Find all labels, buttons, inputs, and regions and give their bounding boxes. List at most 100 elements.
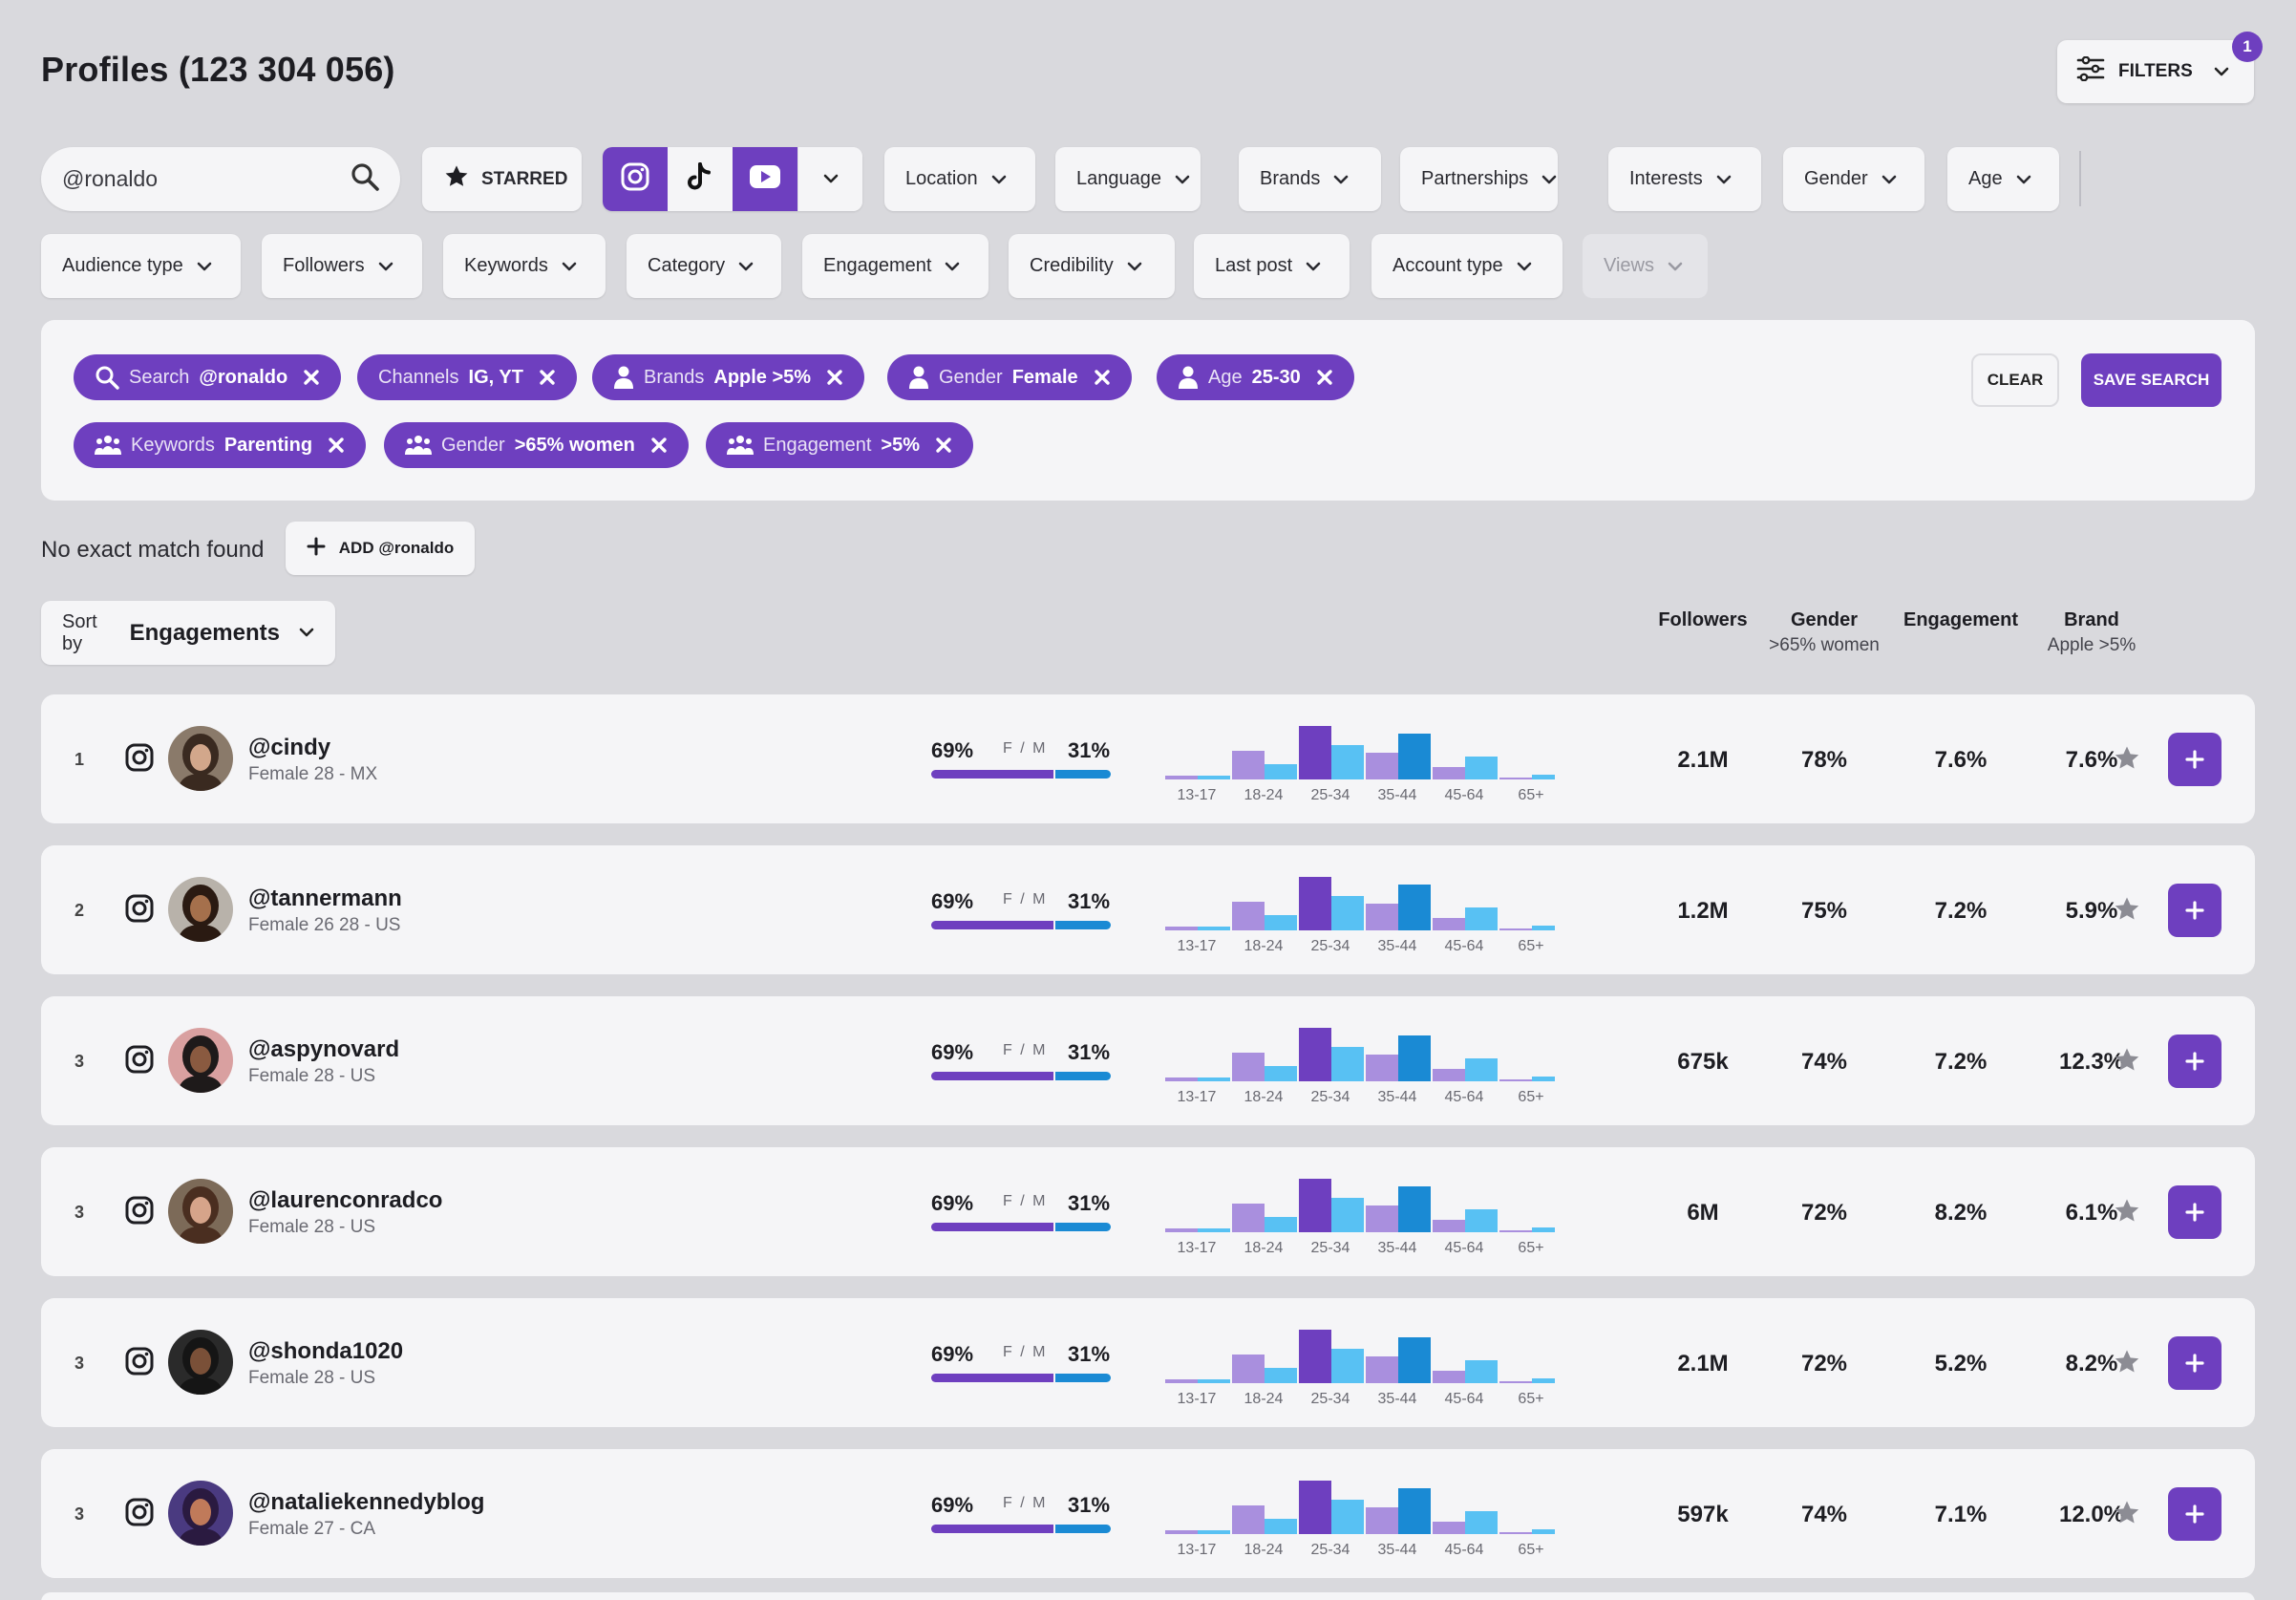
star-icon[interactable] (2113, 1348, 2141, 1381)
profile-handle[interactable]: @laurenconradco (248, 1187, 443, 1213)
star-icon[interactable] (2113, 1046, 2141, 1079)
filter-chip-gender[interactable]: Gender Female (887, 354, 1132, 400)
add-to-list-button[interactable] (2168, 1035, 2222, 1088)
filter-chip-age[interactable]: Age 25-30 (1157, 354, 1354, 400)
column-header-gender[interactable]: Gender >65% women (1767, 609, 1881, 656)
filter-chip-channels[interactable]: Channels IG, YT (357, 354, 577, 400)
profile-row[interactable]: 1 @cindy Female 28 - MX 69% F / M 31% 13-17 18-… (41, 694, 2255, 823)
chevron-down-icon (1517, 255, 1532, 277)
avatar[interactable] (168, 1179, 233, 1244)
filter-dropdown-engagement[interactable]: Engagement (802, 234, 989, 298)
gender-split-label: F / M (1003, 1042, 1048, 1058)
search-input[interactable]: @ronaldo (41, 147, 400, 211)
clear-button[interactable]: CLEAR (1971, 353, 2059, 407)
filter-chip-gender[interactable]: Gender >65% women (384, 422, 689, 468)
add-to-list-button[interactable] (2168, 1487, 2222, 1541)
profile-handle[interactable]: @shonda1020 (248, 1338, 404, 1364)
filter-dropdown-label: Brands (1260, 168, 1321, 189)
close-icon[interactable] (1094, 369, 1111, 386)
filter-dropdown-audience-type[interactable]: Audience type (41, 234, 241, 298)
profile-row[interactable]: 2 @tannermann Female 26 28 - US 69% F / M 31%… (41, 845, 2255, 974)
close-icon[interactable] (826, 369, 843, 386)
active-filters-panel (41, 320, 2255, 501)
filter-dropdown-age[interactable]: Age (1947, 147, 2059, 211)
profile-handle[interactable]: @tannermann (248, 885, 402, 911)
filter-dropdown-label: Gender (1804, 168, 1868, 189)
filter-chip-search[interactable]: Search @ronaldo (74, 354, 342, 400)
filter-dropdown-category[interactable]: Category (627, 234, 781, 298)
search-icon[interactable] (351, 162, 379, 197)
gender-split-label: F / M (1003, 1495, 1048, 1511)
avatar[interactable] (168, 1330, 233, 1395)
column-header-followers[interactable]: Followers (1646, 609, 1760, 631)
female-age-bar (1232, 1053, 1265, 1081)
star-icon[interactable] (2113, 895, 2141, 928)
filter-dropdown-credibility[interactable]: Credibility (1009, 234, 1175, 298)
age-bucket-label: 65+ (1518, 1391, 1543, 1407)
profile-meta: Female 28 - US (248, 1217, 376, 1237)
filters-button[interactable]: FILTERS (2057, 40, 2254, 103)
age-bucket-label: 13-17 (1178, 1542, 1217, 1558)
filter-dropdown-interests[interactable]: Interests (1608, 147, 1761, 211)
avatar[interactable] (168, 1028, 233, 1093)
chevron-down-icon (991, 168, 1007, 190)
filter-dropdown-language[interactable]: Language (1055, 147, 1201, 211)
female-age-bar (1299, 726, 1331, 779)
column-header-title: Brand (2064, 609, 2119, 630)
age-bucket-label: 13-17 (1178, 787, 1217, 803)
add-to-list-button[interactable] (2168, 733, 2222, 786)
avatar[interactable] (168, 726, 233, 791)
filter-dropdown-gender[interactable]: Gender (1783, 147, 1924, 211)
filter-chip-brands[interactable]: Brands Apple >5% (592, 354, 865, 400)
profile-handle[interactable]: @cindy (248, 735, 331, 760)
age-histogram: 13-17 18-24 25-34 35-44 45-64 65+ (1165, 1481, 1555, 1558)
profile-handle[interactable]: @aspynovard (248, 1036, 400, 1062)
more-channels-dropdown[interactable] (797, 147, 862, 211)
filter-dropdown-followers[interactable]: Followers (262, 234, 422, 298)
group-icon (727, 435, 754, 456)
youtube-channel-toggle[interactable] (733, 147, 797, 211)
sort-value: Engagements (129, 619, 280, 646)
star-icon[interactable] (2113, 1499, 2141, 1532)
filter-chip-keywords[interactable]: Keywords Parenting (74, 422, 367, 468)
column-header-brand[interactable]: Brand Apple >5% (2034, 609, 2149, 656)
avatar[interactable] (168, 1481, 233, 1546)
filter-dropdown-location[interactable]: Location (884, 147, 1035, 211)
starred-button[interactable]: STARRED (422, 147, 582, 211)
close-icon[interactable] (650, 437, 668, 454)
filter-dropdown-keywords[interactable]: Keywords (443, 234, 606, 298)
filter-dropdown-partnerships[interactable]: Partnerships (1400, 147, 1558, 211)
add-to-list-button[interactable] (2168, 1185, 2222, 1239)
star-icon[interactable] (2113, 1197, 2141, 1230)
profile-followers: 2.1M (1677, 747, 1729, 773)
close-icon[interactable] (1316, 369, 1333, 386)
profile-row[interactable]: 3 @laurenconradco Female 28 - US 69% F / M 31… (41, 1147, 2255, 1276)
close-icon[interactable] (935, 437, 952, 454)
close-icon[interactable] (539, 369, 556, 386)
tiktok-channel-toggle[interactable] (668, 147, 733, 211)
filter-dropdown-account-type[interactable]: Account type (1371, 234, 1563, 298)
female-age-bar (1299, 1028, 1331, 1081)
age-bucket-label: 45-64 (1445, 787, 1484, 803)
male-age-bar (1331, 1500, 1364, 1534)
column-header-engagement[interactable]: Engagement (1903, 609, 2018, 631)
filter-dropdown-brands[interactable]: Brands (1239, 147, 1381, 211)
profile-row[interactable]: 3 @shonda1020 Female 28 - US 69% F / M 31% 13-… (41, 1298, 2255, 1427)
profile-row[interactable]: 3 @aspynovard Female 28 - US 69% F / M 31% 13-… (41, 996, 2255, 1125)
avatar[interactable] (168, 877, 233, 942)
profile-row[interactable]: 3 @nataliekennedyblog Female 27 - CA 69% F /… (41, 1449, 2255, 1578)
person-icon (908, 365, 929, 390)
filter-chip-engagement[interactable]: Engagement >5% (706, 422, 974, 468)
add-to-list-button[interactable] (2168, 1336, 2222, 1390)
add-to-list-button[interactable] (2168, 884, 2222, 937)
save-search-button[interactable]: SAVE SEARCH (2081, 353, 2222, 407)
profile-handle[interactable]: @nataliekennedyblog (248, 1489, 485, 1515)
close-icon[interactable] (328, 437, 345, 454)
add-profile-button[interactable]: ADD @ronaldo (286, 522, 475, 575)
star-icon[interactable] (2113, 744, 2141, 778)
filter-dropdown-views[interactable]: Views (1583, 234, 1708, 298)
close-icon[interactable] (303, 369, 320, 386)
instagram-channel-toggle[interactable] (603, 147, 668, 211)
sort-dropdown[interactable]: Sort by Engagements (41, 601, 335, 665)
filter-dropdown-last-post[interactable]: Last post (1194, 234, 1350, 298)
